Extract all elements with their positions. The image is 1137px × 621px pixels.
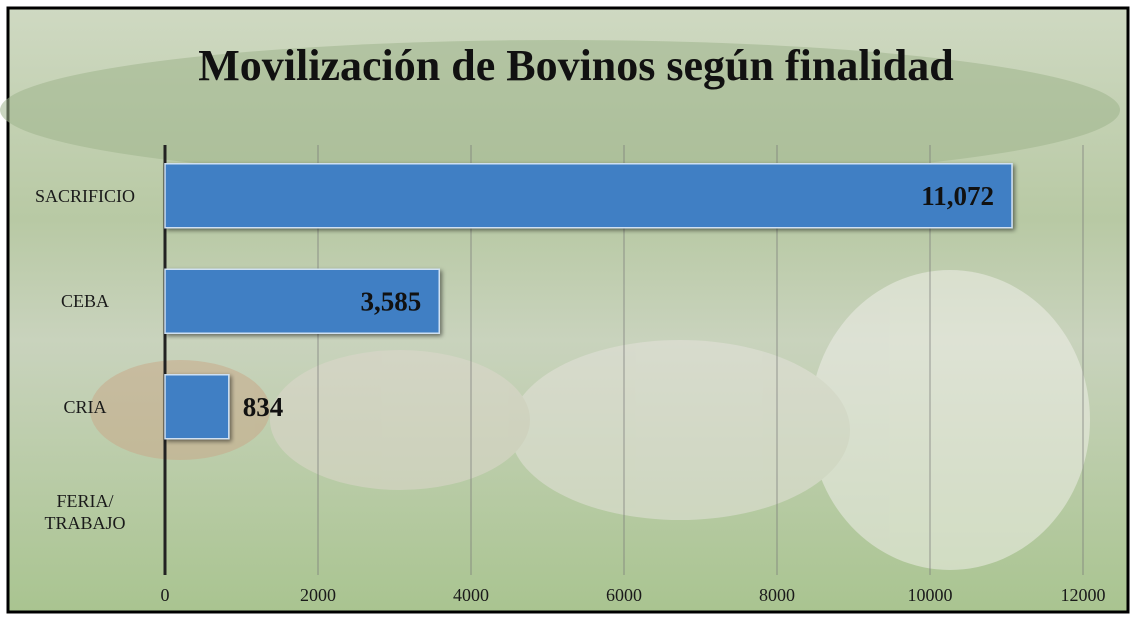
bar — [164, 163, 1013, 229]
data-label: 834 — [243, 392, 284, 422]
y-tick-label: CEBA — [60, 291, 109, 312]
x-tick-label: 6000 — [606, 585, 642, 605]
x-tick-label: 4000 — [453, 585, 489, 605]
x-tick-label: 10000 — [908, 585, 953, 605]
x-tick-label: 0 — [161, 585, 170, 605]
y-tick-label: SACRIFICIO — [34, 185, 136, 206]
y-tick-label: FERIA/ TRABAJO — [44, 491, 126, 534]
x-tick-label: 8000 — [759, 585, 795, 605]
chart-title: Movilización de Bovinos según finalidad — [198, 41, 953, 90]
x-tick-label: 12000 — [1061, 585, 1106, 605]
bar — [164, 374, 230, 440]
x-tick-label: 2000 — [300, 585, 336, 605]
y-tick-label: CRIA — [63, 396, 107, 417]
bar — [164, 268, 441, 334]
data-label: 11,072 — [921, 181, 994, 211]
data-label: 3,585 — [361, 286, 422, 316]
